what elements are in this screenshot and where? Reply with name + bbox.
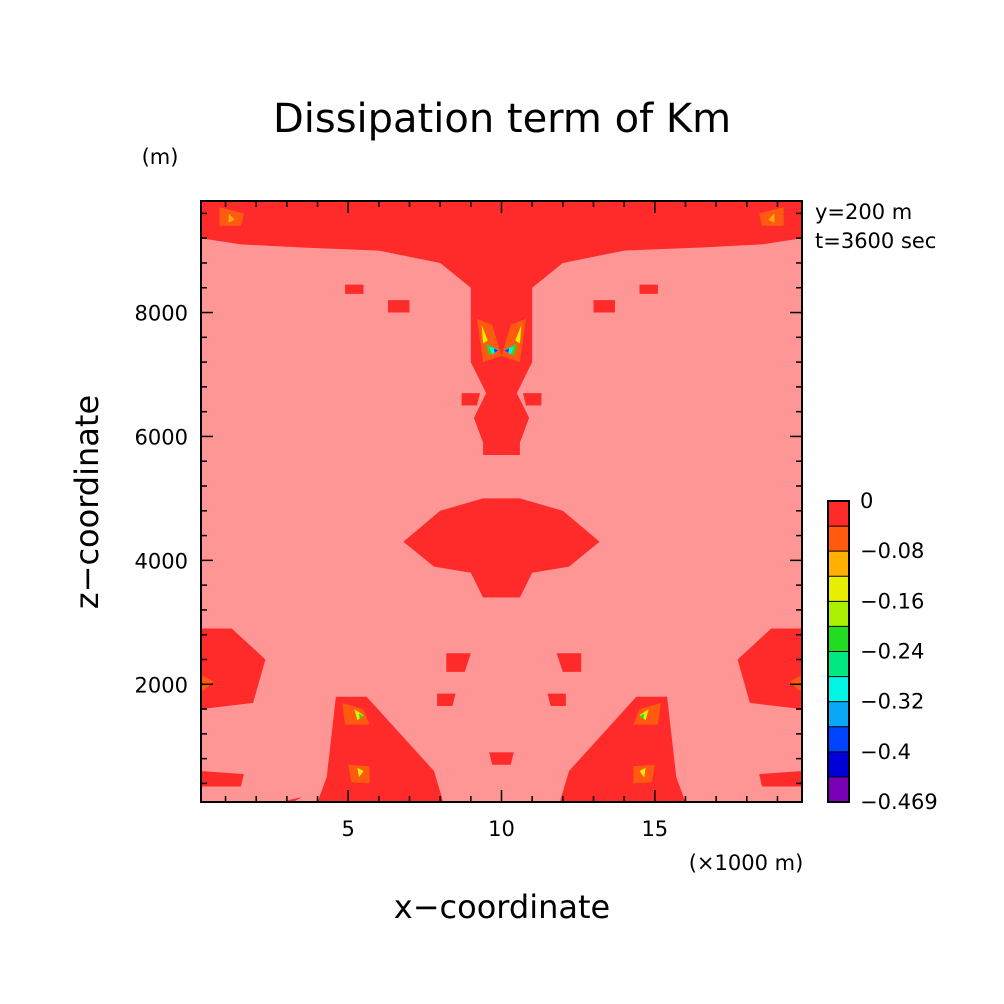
- colorbar-swatch: [828, 626, 849, 652]
- contour-region-9: [446, 653, 471, 672]
- axes: 5 10 15 2000 4000 6000 8000: [135, 200, 803, 841]
- colorbar-swatch: [828, 576, 849, 602]
- contour-region-41: [639, 713, 645, 719]
- x-tick-label: 10: [488, 817, 515, 841]
- y-tick-label: 8000: [135, 302, 188, 326]
- y-tick-label: 4000: [135, 549, 188, 573]
- colorbar-label: −0.32: [860, 690, 924, 714]
- x-axis-unit: (×1000 m): [689, 851, 804, 875]
- contour-region-7: [759, 771, 802, 787]
- contour-region-1: [403, 498, 600, 598]
- colorbar-label: −0.469: [860, 790, 938, 814]
- colorbar-swatch: [828, 526, 849, 552]
- contour-region-30: [228, 213, 235, 223]
- colorbar-label: 0: [860, 489, 873, 513]
- contour-region-2: [201, 628, 266, 710]
- y-tick-label: 6000: [135, 425, 188, 449]
- contour-region-18: [461, 393, 480, 406]
- contour-region-33: [515, 324, 522, 344]
- colorbar-frame: [827, 500, 850, 803]
- contour-region-42: [489, 346, 499, 355]
- colorbar-swatch: [828, 601, 849, 627]
- contour-plot-area: [201, 201, 802, 802]
- chart-title: Dissipation term of Km: [273, 96, 731, 142]
- colorbar-swatch: [828, 776, 849, 803]
- contour-region-14: [345, 284, 364, 294]
- contour-region-0: [201, 201, 802, 455]
- colorbar-label: −0.16: [860, 589, 924, 613]
- contour-region-21: [759, 207, 784, 226]
- annotation-y-slice: y=200 m: [815, 200, 912, 224]
- colorbar-swatch: [828, 651, 849, 678]
- colorbar-label: −0.08: [860, 539, 924, 563]
- contour-region-40: [358, 713, 364, 719]
- x-tick-label: 5: [341, 817, 354, 841]
- colorbar: 0 −0.08 −0.16 −0.24 −0.32 −0.4 −0.469: [827, 489, 938, 814]
- contour-region-8: [280, 797, 303, 802]
- contour-region-32: [481, 324, 488, 344]
- y-axis-unit: (m): [142, 145, 179, 169]
- contour-region-17: [593, 300, 615, 313]
- annotation-time: t=3600 sec: [815, 229, 936, 253]
- colorbar-swatch: [828, 701, 849, 728]
- x-tick-label: 15: [641, 817, 668, 841]
- contour-region-43: [504, 346, 514, 355]
- contour-region-19: [523, 393, 542, 406]
- contour-region-3: [737, 628, 802, 710]
- contour-region-28: [201, 675, 214, 691]
- contour-region-15: [639, 284, 658, 294]
- y-axis-label: z−coordinate: [68, 395, 106, 609]
- contour-region-37: [639, 767, 646, 778]
- contour-region-44: [493, 348, 499, 353]
- contour-region-16: [388, 300, 410, 313]
- contour-region-11: [489, 752, 514, 765]
- contour-region-10: [556, 653, 582, 672]
- contour-region-12: [437, 693, 456, 706]
- colorbar-swatch: [828, 726, 849, 753]
- contour-region-34: [354, 709, 364, 721]
- colorbar-swatch: [828, 551, 849, 577]
- contour-region-6: [201, 771, 244, 787]
- colorbar-label: −0.24: [860, 640, 924, 664]
- contour-region-35: [639, 709, 649, 721]
- y-tick-label: 2000: [135, 673, 188, 697]
- contour-region-45: [504, 348, 510, 353]
- contour-region-36: [357, 767, 364, 778]
- x-axis-label: x−coordinate: [394, 888, 610, 926]
- colorbar-label: −0.4: [860, 740, 911, 764]
- colorbar-swatch: [828, 676, 849, 703]
- colorbar-swatch: [828, 501, 849, 527]
- contour-region-13: [547, 693, 566, 706]
- contour-region-31: [768, 213, 775, 223]
- contour-region-29: [789, 675, 802, 691]
- colorbar-swatch: [828, 751, 849, 778]
